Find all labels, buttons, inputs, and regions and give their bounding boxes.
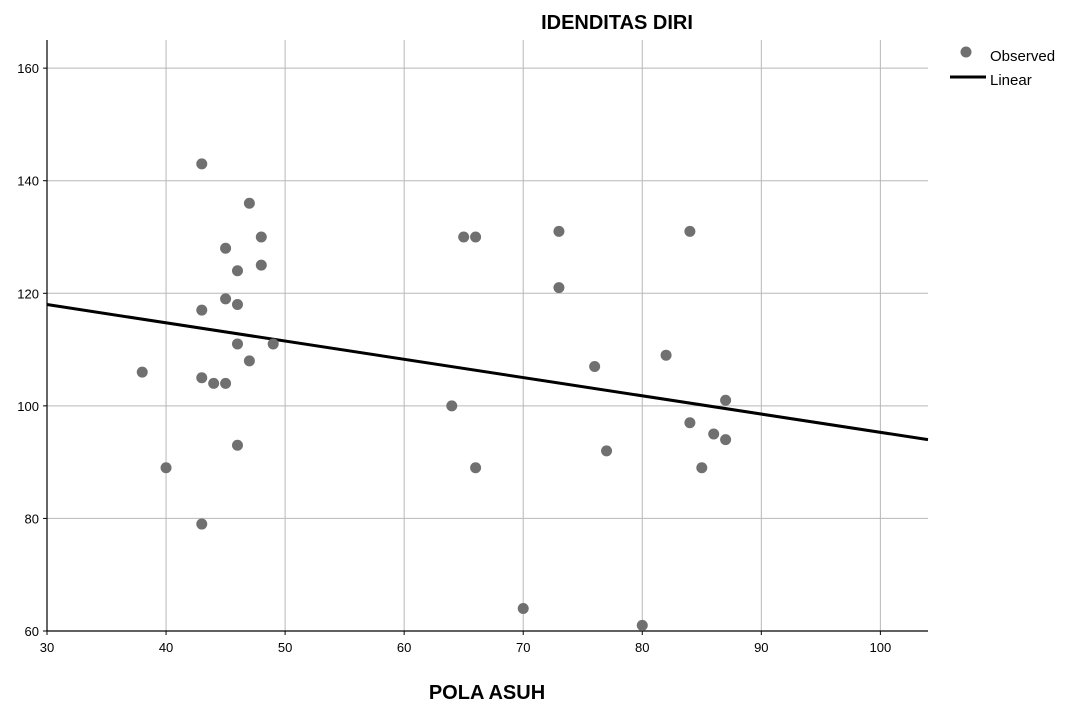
x-tick-label: 50 (278, 640, 292, 655)
observed-point (553, 282, 565, 294)
x-tick-label: 40 (159, 640, 173, 655)
observed-point (446, 400, 458, 412)
y-tick-label: 100 (17, 399, 39, 414)
y-tick-label: 60 (25, 624, 39, 639)
data-points (136, 158, 732, 631)
grid-lines (47, 40, 928, 631)
observed-point (220, 242, 232, 254)
observed-point (517, 602, 529, 614)
observed-point (208, 377, 220, 389)
x-tick-label: 30 (40, 640, 54, 655)
observed-point (231, 439, 243, 451)
x-tick-label: 80 (635, 640, 649, 655)
observed-point (684, 225, 696, 237)
x-tick-label: 90 (754, 640, 768, 655)
observed-point (708, 428, 720, 440)
observed-point (255, 259, 267, 271)
observed-point (196, 372, 208, 384)
fit-line-layer (46, 303, 929, 442)
y-tick-label: 160 (17, 61, 39, 76)
legend-linear-label: Linear (990, 72, 1032, 89)
observed-point (231, 265, 243, 277)
observed-point (720, 434, 732, 446)
observed-point (196, 304, 208, 316)
legend-observed-marker (960, 46, 972, 58)
observed-point (601, 445, 613, 457)
observed-point (589, 360, 601, 372)
observed-point (267, 338, 279, 350)
observed-point (458, 231, 470, 243)
x-tick-label: 60 (397, 640, 411, 655)
linear-fit-line (46, 303, 929, 442)
observed-point (720, 394, 732, 406)
observed-point (220, 293, 232, 305)
observed-point (196, 158, 208, 170)
x-tick-label: 70 (516, 640, 530, 655)
observed-point (136, 366, 148, 378)
y-tick-label: 120 (17, 286, 39, 301)
observed-point (553, 225, 565, 237)
tick-labels: 30 40 50 60 70 80 90 100 60 80 100 120 140 160 (17, 61, 891, 655)
observed-point (243, 355, 255, 367)
observed-point (231, 299, 243, 311)
observed-point (243, 197, 255, 209)
observed-point (231, 338, 243, 350)
legend: Observed Linear (950, 46, 1055, 89)
x-tick-label: 100 (870, 640, 892, 655)
observed-point (196, 518, 208, 530)
observed-point (660, 349, 672, 361)
observed-point (684, 417, 696, 429)
observed-point (220, 377, 232, 389)
y-tick-label: 80 (25, 511, 39, 526)
observed-point (470, 462, 482, 474)
y-tick-label: 140 (17, 174, 39, 189)
legend-observed-label: Observed (990, 48, 1055, 65)
chart-title: IDENDITAS DIRI (541, 12, 693, 34)
observed-point (160, 462, 172, 474)
observed-point (255, 231, 267, 243)
axes (43, 40, 928, 635)
observed-point (470, 231, 482, 243)
observed-point (696, 462, 708, 474)
observed-point (636, 619, 648, 631)
x-axis-title: POLA ASUH (429, 682, 545, 704)
